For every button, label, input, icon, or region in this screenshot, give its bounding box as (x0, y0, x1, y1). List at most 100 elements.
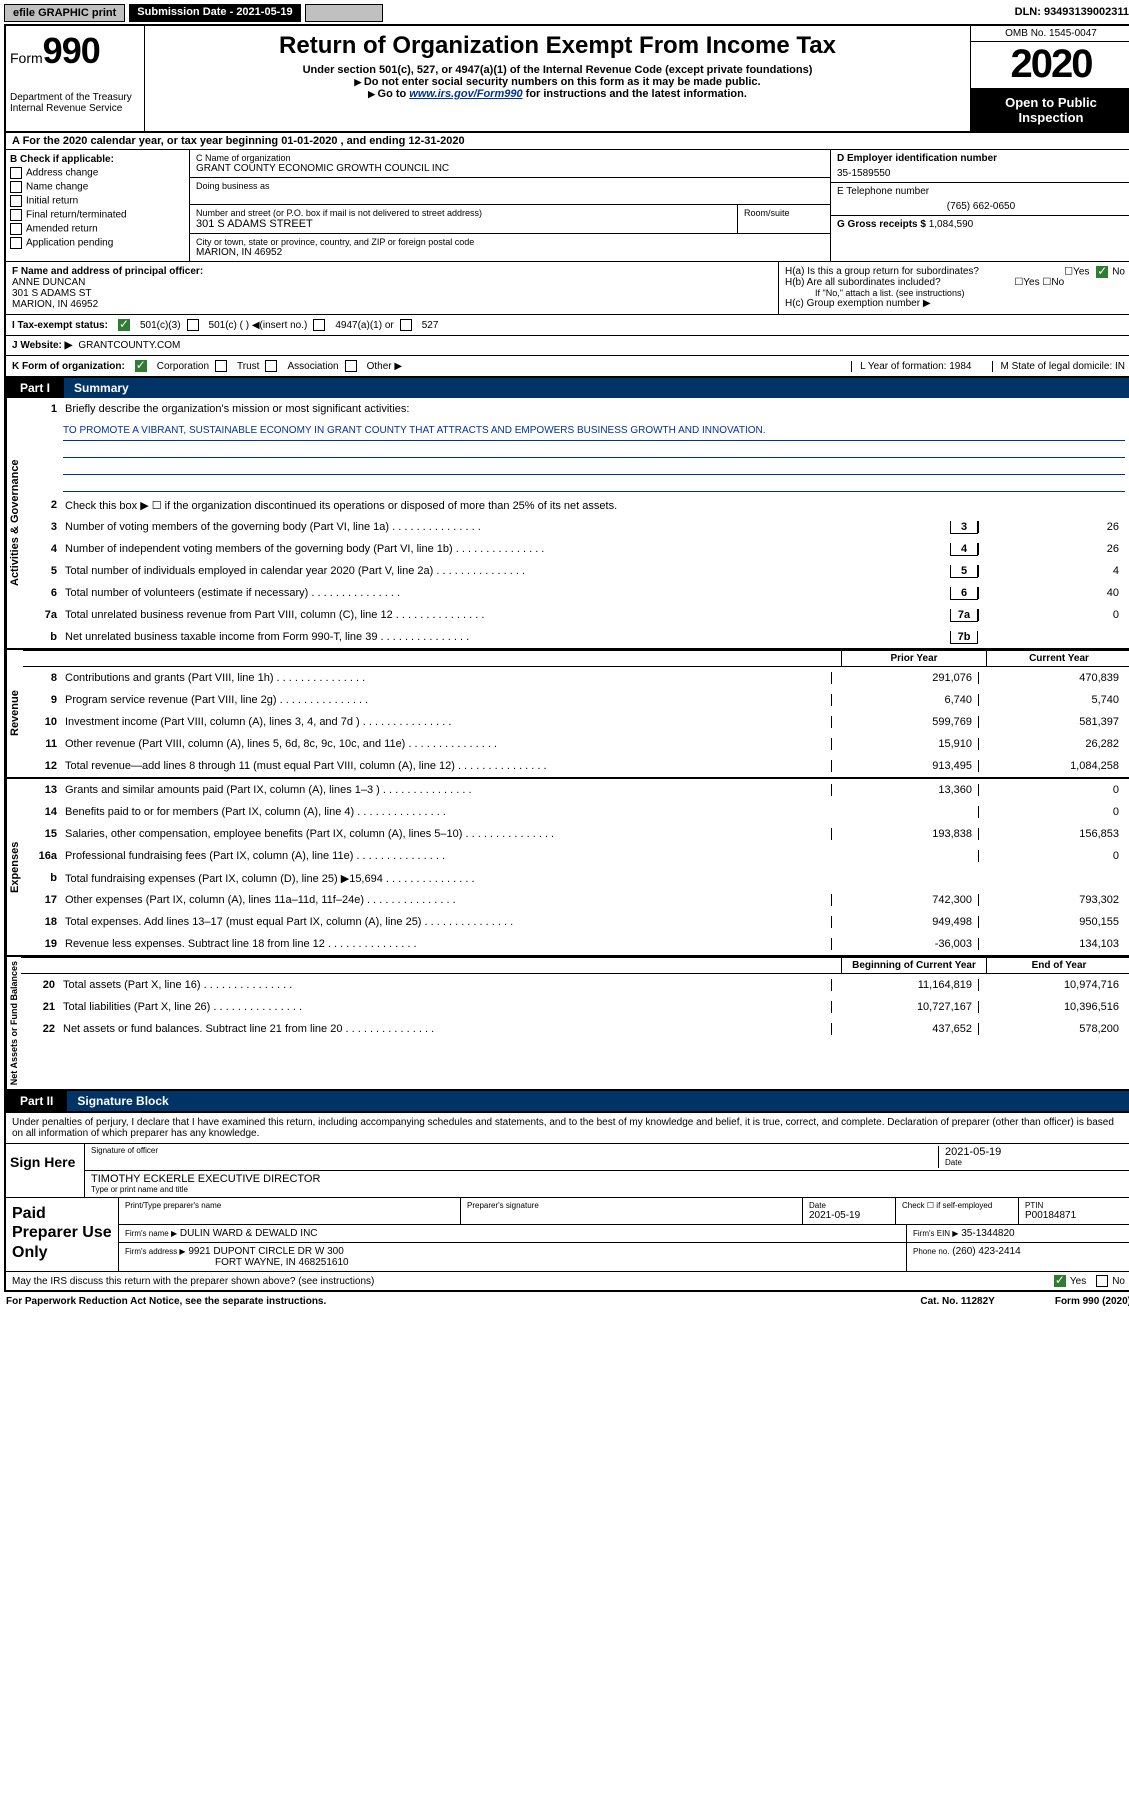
table-row: 18Total expenses. Add lines 13–17 (must … (23, 911, 1129, 933)
tax-year: 2020 (971, 42, 1129, 89)
sign-here-block: Sign Here Signature of officer 2021-05-1… (6, 1143, 1129, 1197)
net-assets-section: Net Assets or Fund Balances Beginning of… (6, 957, 1129, 1091)
column-b-checkboxes: B Check if applicable: Address change Na… (6, 150, 190, 261)
end-year-hdr: End of Year (986, 958, 1129, 973)
check-final[interactable] (10, 209, 22, 221)
form-container: Form990 Department of the Treasury Inter… (4, 24, 1129, 1292)
c-name-label: C Name of organization (196, 153, 824, 163)
row-j-website: J Website: ▶ GRANTCOUNTY.COM (6, 336, 1129, 356)
header-right: OMB No. 1545-0047 2020 Open to Public In… (970, 26, 1129, 131)
subtitle-1: Under section 501(c), 527, or 4947(a)(1)… (153, 64, 962, 76)
vert-expenses: Expenses (6, 779, 23, 955)
table-row: 19Revenue less expenses. Subtract line 1… (23, 933, 1129, 955)
subtitle-3: Go to www.irs.gov/Form990 for instructio… (153, 88, 962, 100)
table-row: bTotal fundraising expenses (Part IX, co… (23, 867, 1129, 889)
column-c-org-info: C Name of organization GRANT COUNTY ECON… (190, 150, 830, 261)
part1-header: Part I Summary (6, 378, 1129, 398)
sign-here-label: Sign Here (6, 1144, 84, 1197)
part2-header: Part II Signature Block (6, 1091, 1129, 1111)
room-label: Room/suite (744, 208, 824, 218)
check-initial[interactable] (10, 195, 22, 207)
table-row: bNet unrelated business taxable income f… (23, 626, 1129, 648)
gross-value: 1,084,590 (929, 219, 974, 230)
table-row: 6Total number of volunteers (estimate if… (23, 582, 1129, 604)
check-527[interactable] (400, 319, 412, 331)
state-domicile: M State of legal domicile: IN (992, 361, 1126, 372)
dln-label: DLN: 93493139002311 (1011, 4, 1129, 22)
row-f-h: F Name and address of principal officer:… (6, 262, 1129, 315)
vert-netassets: Net Assets or Fund Balances (6, 957, 21, 1089)
check-501c3[interactable] (118, 319, 130, 331)
officer-name: TIMOTHY ECKERLE EXECUTIVE DIRECTOR (91, 1173, 1125, 1185)
row-i-tax-status: I Tax-exempt status: 501(c)(3) 501(c) ( … (6, 315, 1129, 336)
principal-officer: F Name and address of principal officer:… (6, 262, 778, 314)
current-year-hdr: Current Year (986, 651, 1129, 666)
paid-preparer-block: Paid Preparer Use Only Print/Type prepar… (6, 1197, 1129, 1271)
b-label: B Check if applicable: (10, 154, 185, 165)
check-assoc[interactable] (265, 360, 277, 372)
signature-declaration: Under penalties of perjury, I declare th… (6, 1111, 1129, 1143)
page-footer: For Paperwork Reduction Act Notice, see … (4, 1292, 1129, 1307)
header-title-block: Return of Organization Exempt From Incom… (145, 26, 970, 131)
check-501c[interactable] (187, 319, 199, 331)
column-d-e-g: D Employer identification number 35-1589… (830, 150, 1129, 261)
mission-block: TO PROMOTE A VIBRANT, SUSTAINABLE ECONOM… (23, 420, 1129, 494)
vert-activities: Activities & Governance (6, 398, 23, 648)
org-name: GRANT COUNTY ECONOMIC GROWTH COUNCIL INC (196, 163, 824, 174)
dba-label: Doing business as (196, 181, 824, 191)
section-b-to-g: B Check if applicable: Address change Na… (6, 150, 1129, 262)
header-left: Form990 Department of the Treasury Inter… (6, 26, 145, 131)
top-toolbar: efile GRAPHIC print Submission Date - 20… (4, 4, 1129, 22)
table-row: 11Other revenue (Part VIII, column (A), … (23, 733, 1129, 755)
table-row: 8Contributions and grants (Part VIII, li… (23, 667, 1129, 689)
group-return-section: H(a) Is this a group return for subordin… (778, 262, 1129, 314)
table-row: 22Net assets or fund balances. Subtract … (21, 1018, 1129, 1040)
blank-button[interactable] (305, 4, 383, 22)
revenue-section: Revenue Prior Year Current Year 8Contrib… (6, 650, 1129, 779)
table-row: 3Number of voting members of the governi… (23, 516, 1129, 538)
form-title: Return of Organization Exempt From Incom… (153, 32, 962, 60)
phone-label: E Telephone number (837, 186, 1125, 197)
paid-prep-label: Paid Preparer Use Only (6, 1198, 118, 1271)
table-row: 5Total number of individuals employed in… (23, 560, 1129, 582)
form-number: Form990 (10, 30, 140, 72)
table-row: 10Investment income (Part VIII, column (… (23, 711, 1129, 733)
table-row: 12Total revenue—add lines 8 through 11 (… (23, 755, 1129, 777)
form-header: Form990 Department of the Treasury Inter… (6, 26, 1129, 133)
city-label: City or town, state or province, country… (196, 237, 824, 247)
expenses-section: Expenses 13Grants and similar amounts pa… (6, 779, 1129, 957)
dept-label: Department of the Treasury Internal Reve… (10, 92, 140, 114)
check-discuss-yes[interactable] (1054, 1275, 1066, 1287)
addr-label: Number and street (or P.O. box if mail i… (196, 208, 731, 218)
subtitle-2: Do not enter social security numbers on … (153, 76, 962, 88)
open-public-badge: Open to Public Inspection (971, 89, 1129, 131)
table-row: 20Total assets (Part X, line 16)11,164,8… (21, 974, 1129, 996)
ein-label: D Employer identification number (837, 153, 1125, 164)
phone-value: (765) 662-0650 (837, 201, 1125, 212)
check-discuss-no[interactable] (1096, 1275, 1108, 1287)
efile-button[interactable]: efile GRAPHIC print (4, 4, 125, 22)
check-address[interactable] (10, 167, 22, 179)
check-corp[interactable] (135, 360, 147, 372)
year-formation: L Year of formation: 1984 (851, 361, 971, 372)
check-amended[interactable] (10, 223, 22, 235)
table-row: 15Salaries, other compensation, employee… (23, 823, 1129, 845)
org-city: MARION, IN 46952 (196, 247, 824, 258)
vert-revenue: Revenue (6, 650, 23, 777)
check-other[interactable] (345, 360, 357, 372)
prior-year-hdr: Prior Year (841, 651, 986, 666)
gross-label: G Gross receipts $ (837, 219, 926, 230)
irs-link[interactable]: www.irs.gov/Form990 (409, 88, 522, 100)
check-4947[interactable] (313, 319, 325, 331)
check-name[interactable] (10, 181, 22, 193)
begin-year-hdr: Beginning of Current Year (841, 958, 986, 973)
table-row: 9Program service revenue (Part VIII, lin… (23, 689, 1129, 711)
table-row: 17Other expenses (Part IX, column (A), l… (23, 889, 1129, 911)
submission-date: Submission Date - 2021-05-19 (129, 4, 300, 22)
check-pending[interactable] (10, 237, 22, 249)
table-row: 4Number of independent voting members of… (23, 538, 1129, 560)
check-trust[interactable] (215, 360, 227, 372)
omb-number: OMB No. 1545-0047 (971, 26, 1129, 42)
table-row: 13Grants and similar amounts paid (Part … (23, 779, 1129, 801)
table-row: 14Benefits paid to or for members (Part … (23, 801, 1129, 823)
